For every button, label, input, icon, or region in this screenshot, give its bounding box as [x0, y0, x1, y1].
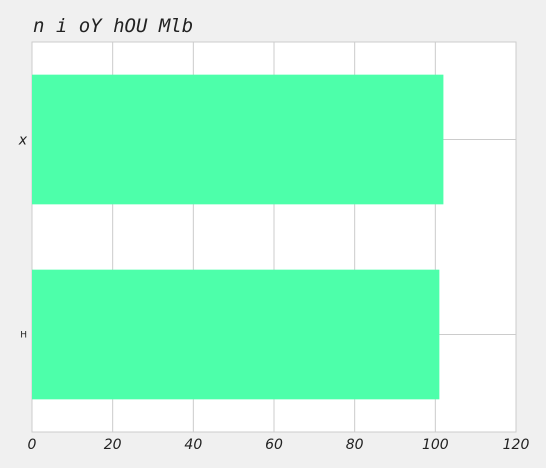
bars: [32, 74, 444, 400]
bar-H: [32, 269, 440, 400]
y-tick-label: H: [20, 331, 27, 341]
x-tick-label: 0: [28, 437, 37, 453]
x-tick-label: 80: [346, 437, 364, 453]
x-tick-label: 120: [503, 437, 530, 453]
bar-x: [32, 74, 444, 205]
x-tick-label: 20: [104, 437, 122, 453]
chart-title: n i oY hOU Mlb: [33, 15, 193, 37]
x-tick-label: 60: [265, 437, 283, 453]
y-tick-label: x: [18, 133, 28, 149]
x-tick-label: 100: [422, 437, 449, 453]
y-tick-labels: xH: [18, 133, 28, 341]
x-tick-label: 40: [184, 437, 202, 453]
x-tick-labels: 0 20 40 60 80 100 120: [28, 437, 530, 453]
